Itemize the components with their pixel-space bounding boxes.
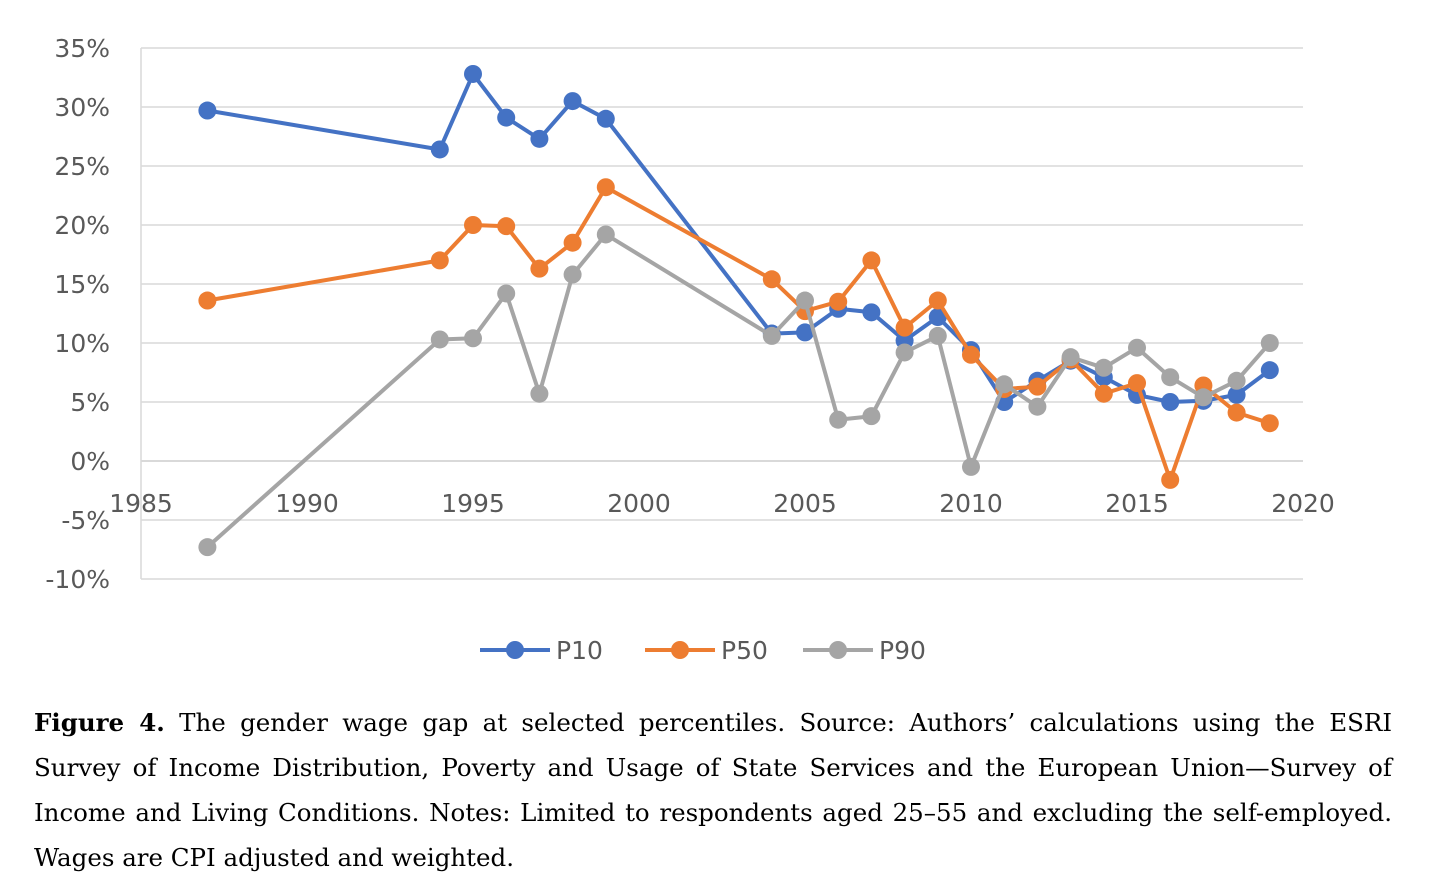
data-point bbox=[1028, 397, 1047, 416]
data-point bbox=[430, 140, 449, 159]
figure-caption-text: The gender wage gap at selected percenti… bbox=[34, 708, 1392, 872]
y-tick-label: 35% bbox=[54, 34, 110, 63]
data-point bbox=[928, 326, 947, 345]
data-point bbox=[762, 270, 781, 289]
y-tick-label: 5% bbox=[70, 388, 110, 417]
y-tick-label: -5% bbox=[61, 506, 110, 535]
series-line bbox=[205, 72, 1272, 404]
data-point bbox=[928, 308, 947, 327]
x-tick-label: 2015 bbox=[1105, 489, 1169, 518]
data-point bbox=[596, 109, 615, 128]
y-tick-label: 25% bbox=[54, 152, 110, 181]
y-tick-label: 15% bbox=[54, 270, 110, 299]
y-tick-label: 0% bbox=[70, 447, 110, 476]
axes: -10% -5% 0% 5% 10% 15% 20% 25% 30% 35% 1985 1990 199… bbox=[45, 34, 1334, 594]
x-tick-label: 1995 bbox=[441, 489, 505, 518]
legend-marker bbox=[506, 641, 524, 659]
data-point bbox=[430, 330, 449, 349]
series-p90 bbox=[198, 225, 1279, 557]
data-point bbox=[530, 259, 549, 278]
data-point bbox=[1061, 348, 1080, 367]
data-point bbox=[796, 291, 814, 310]
data-point bbox=[497, 284, 516, 303]
y-tick-label: 10% bbox=[54, 329, 110, 358]
data-point bbox=[1260, 414, 1279, 433]
data-point bbox=[464, 64, 482, 83]
legend-marker bbox=[671, 641, 689, 659]
gridlines bbox=[141, 47, 1303, 580]
legend-item-p50: P50 bbox=[645, 636, 768, 665]
data-point bbox=[198, 291, 217, 310]
data-point bbox=[1260, 334, 1279, 352]
legend-label: P10 bbox=[556, 636, 603, 665]
data-point bbox=[1161, 393, 1180, 411]
data-point bbox=[862, 251, 881, 270]
data-point bbox=[862, 303, 881, 322]
data-point bbox=[563, 233, 582, 252]
legend-marker bbox=[829, 641, 847, 659]
data-point bbox=[1128, 374, 1146, 393]
data-point bbox=[1227, 403, 1246, 422]
y-tick-label: -10% bbox=[45, 565, 110, 594]
data-point bbox=[928, 291, 947, 310]
legend-item-p10: P10 bbox=[480, 636, 603, 665]
data-point bbox=[198, 101, 217, 120]
data-point bbox=[962, 345, 980, 364]
figure-label: Figure 4. bbox=[34, 708, 165, 737]
data-point bbox=[1260, 361, 1279, 380]
data-point bbox=[1094, 358, 1113, 377]
data-point bbox=[1227, 371, 1246, 390]
data-point bbox=[530, 384, 549, 403]
legend-label: P90 bbox=[879, 636, 926, 665]
x-tick-label: 2010 bbox=[939, 489, 1003, 518]
data-point bbox=[530, 129, 549, 148]
legend: P10 P50 P90 bbox=[480, 636, 926, 665]
line-chart: -10% -5% 0% 5% 10% 15% 20% 25% 30% 35% 1985 1990 199… bbox=[45, 34, 1334, 665]
data-point bbox=[1161, 470, 1180, 489]
data-point bbox=[563, 265, 582, 284]
data-point bbox=[895, 343, 914, 362]
data-point bbox=[430, 251, 449, 270]
y-tick-label: 30% bbox=[54, 93, 110, 122]
data-point bbox=[962, 457, 980, 476]
data-point bbox=[862, 407, 881, 426]
data-point bbox=[563, 92, 582, 111]
data-point bbox=[796, 323, 814, 342]
data-point bbox=[762, 326, 781, 345]
data-point bbox=[497, 217, 516, 236]
x-tick-label: 1990 bbox=[275, 489, 339, 518]
series-lines bbox=[198, 64, 1279, 557]
data-point bbox=[1194, 388, 1213, 407]
x-tick-label: 2005 bbox=[773, 489, 837, 518]
data-point bbox=[1128, 338, 1146, 357]
data-point bbox=[198, 538, 217, 557]
data-point bbox=[596, 178, 615, 197]
data-point bbox=[1227, 385, 1246, 404]
data-point bbox=[1094, 384, 1113, 403]
y-tick-label: 20% bbox=[54, 211, 110, 240]
data-point bbox=[829, 292, 848, 311]
x-tick-label: 2000 bbox=[607, 489, 671, 518]
data-point bbox=[464, 216, 482, 234]
data-point bbox=[464, 329, 482, 348]
data-point bbox=[895, 318, 914, 337]
x-tick-label: 2020 bbox=[1271, 489, 1335, 518]
data-point bbox=[596, 225, 615, 244]
legend-item-p90: P90 bbox=[803, 636, 926, 665]
data-point bbox=[829, 410, 848, 429]
series-p50 bbox=[198, 178, 1279, 489]
x-tick-label: 1985 bbox=[109, 489, 173, 518]
data-point bbox=[995, 375, 1014, 394]
series-line bbox=[205, 185, 1272, 482]
data-point bbox=[1161, 368, 1180, 387]
data-point bbox=[1028, 377, 1047, 396]
data-point bbox=[497, 108, 516, 127]
figure-caption: Figure 4. The gender wage gap at selecte… bbox=[34, 700, 1392, 880]
legend-label: P50 bbox=[721, 636, 768, 665]
